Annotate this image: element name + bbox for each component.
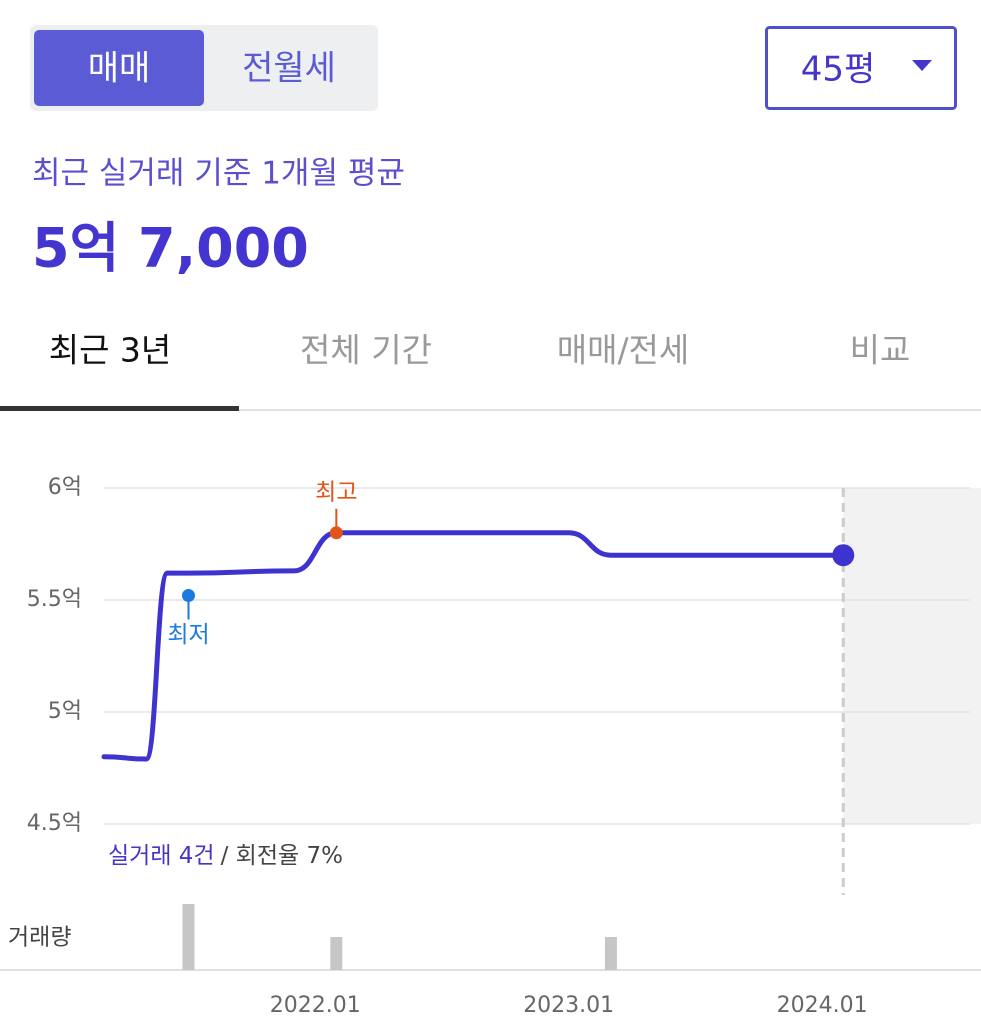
deal-count: 실거래 4건 xyxy=(108,843,215,869)
y-tick-label: 6억 xyxy=(48,475,82,500)
marker-point xyxy=(329,526,343,540)
volume-label: 거래량 xyxy=(8,925,71,951)
y-tick-label: 5억 xyxy=(48,699,82,724)
trade-tab[interactable]: 전월세 xyxy=(242,49,336,89)
volume-bar xyxy=(604,937,617,970)
size-select-label[interactable]: 45평 xyxy=(801,50,876,90)
period-tab[interactable]: 비교 xyxy=(850,331,911,370)
period-tab[interactable]: 매매/전세 xyxy=(557,331,690,370)
trade-tab[interactable]: 매매 xyxy=(88,49,151,89)
marker-label: 최고 xyxy=(315,479,357,505)
volume-bar xyxy=(330,937,343,970)
future-region xyxy=(843,488,981,824)
period-tab[interactable]: 전체 기간 xyxy=(300,331,432,370)
x-tick-label: 2024.01 xyxy=(777,993,868,1018)
x-tick-label: 2022.01 xyxy=(270,993,361,1018)
tab-divider xyxy=(0,409,981,411)
x-tick-label: 2023.01 xyxy=(523,993,614,1018)
y-tick-label: 4.5억 xyxy=(27,811,82,836)
volume-bar xyxy=(182,904,195,970)
summary-price: 5억 7,000 xyxy=(32,217,309,280)
period-tab-active[interactable]: 최근 3년 xyxy=(49,331,172,370)
marker-label: 최저 xyxy=(167,622,209,648)
marker-point xyxy=(181,589,195,603)
summary-label: 최근 실거래 기준 1개월 평균 xyxy=(32,156,405,192)
trade-tab-active[interactable] xyxy=(34,30,204,106)
tab-underline xyxy=(0,406,239,411)
y-tick-label: 5.5억 xyxy=(27,587,82,612)
current-point xyxy=(832,544,855,567)
turnover: / 회전율 7% xyxy=(221,843,343,869)
size-select[interactable] xyxy=(765,26,957,110)
dropdown-arrow xyxy=(912,60,932,71)
deal-summary: 실거래 4건 / 회전율 7% xyxy=(108,843,343,869)
price-line xyxy=(101,530,846,762)
